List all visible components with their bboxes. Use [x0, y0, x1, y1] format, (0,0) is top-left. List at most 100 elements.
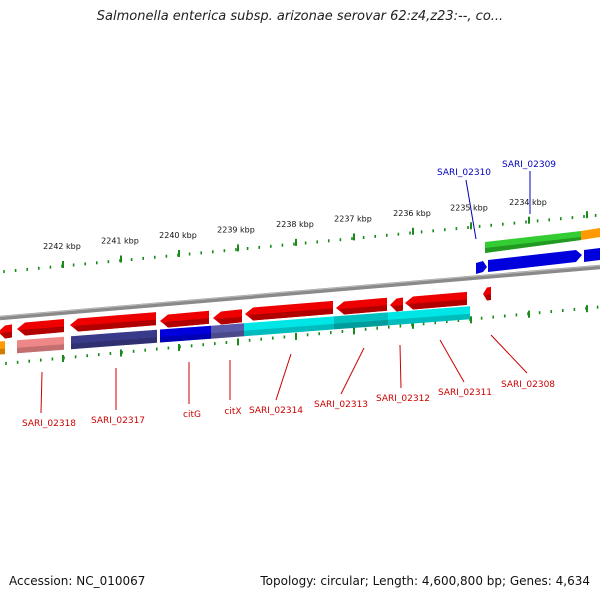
scale-label: 2242 kbp: [43, 242, 81, 251]
accession-label: Accession: NC_010067: [9, 574, 146, 588]
gene-arrow: [581, 228, 600, 240]
label-leader-lines: [40, 171, 531, 414]
gene-arrow-shade: [485, 237, 581, 253]
gene-label: SARI_02311: [438, 388, 492, 398]
major-tick: [178, 344, 180, 351]
minor-tick: [364, 327, 367, 331]
minor-tick: [455, 227, 458, 231]
minor-tick: [142, 256, 144, 260]
major-tick: [295, 238, 297, 246]
minor-tick: [376, 326, 378, 330]
major-tick: [528, 216, 530, 224]
gene-arrow-shade: [248, 308, 333, 321]
major-tick: [470, 316, 472, 324]
gene-arrow-shade: [20, 326, 64, 336]
minor-tick: [49, 265, 52, 269]
minor-tick: [225, 341, 228, 344]
minor-tick: [248, 338, 251, 342]
minor-tick: [515, 313, 518, 317]
minor-tick: [409, 231, 411, 235]
minor-tick: [573, 307, 576, 311]
leader-line: [490, 334, 528, 374]
feature-block: [244, 316, 334, 337]
minor-tick: [306, 333, 309, 337]
reverse-strand-genes: [0, 286, 491, 339]
minor-tick: [386, 233, 388, 237]
gene-arrow-shade: [408, 299, 467, 310]
feature-block-shade: [0, 348, 5, 355]
minor-tick: [548, 218, 550, 222]
minor-tick: [444, 228, 446, 232]
major-tick: [62, 261, 64, 268]
gene-arrow: [476, 261, 487, 274]
minor-tick: [434, 321, 436, 325]
gene-label: SARI_02318: [22, 419, 76, 429]
minor-tick: [154, 255, 156, 259]
minor-tick: [202, 343, 204, 347]
scale-label: 2237 kbp: [334, 215, 372, 224]
minor-tick: [38, 266, 40, 270]
major-tick: [178, 250, 180, 257]
minor-tick: [200, 251, 202, 255]
gene-arrow: [488, 250, 582, 272]
minor-tick: [594, 213, 597, 217]
minor-tick: [74, 355, 77, 359]
major-tick: [62, 355, 64, 362]
minor-tick: [480, 316, 483, 320]
outer-scale-ticks: [3, 211, 597, 274]
scale-label: 2239 kbp: [217, 226, 255, 235]
major-tick: [120, 255, 122, 263]
major-tick: [412, 321, 414, 329]
gene-label: SARI_02309: [502, 160, 556, 170]
minor-tick: [130, 258, 133, 261]
major-tick: [237, 244, 239, 252]
minor-tick: [562, 309, 564, 312]
major-tick: [412, 227, 414, 235]
major-tick: [353, 327, 355, 335]
minor-tick: [283, 335, 286, 339]
minor-tick: [490, 223, 492, 227]
minor-tick: [374, 234, 376, 238]
backbone-highlight: [0, 265, 600, 317]
minor-tick: [190, 344, 193, 348]
feature-block-shade: [211, 330, 244, 339]
scale-label: 2240 kbp: [159, 231, 197, 240]
minor-tick: [502, 222, 504, 226]
minor-tick: [5, 361, 7, 365]
gene-arrow-shade: [339, 305, 387, 315]
map-title: Salmonella enterica subsp. arizonae sero…: [96, 9, 504, 24]
minor-tick: [293, 242, 295, 246]
scale-label: 2241 kbp: [101, 237, 139, 246]
minor-tick: [51, 357, 54, 361]
minor-tick: [212, 250, 214, 254]
leader-line: [275, 353, 292, 401]
minor-tick: [457, 319, 460, 322]
minor-tick: [596, 305, 599, 309]
scale-label: 2238 kbp: [276, 220, 314, 229]
leader-line: [40, 371, 43, 414]
minor-tick: [550, 310, 552, 314]
major-tick: [353, 233, 355, 241]
inner-scale-ticks: [5, 305, 599, 365]
minor-tick: [492, 315, 494, 319]
genome-backbone: [0, 264, 600, 321]
minor-tick: [214, 342, 216, 346]
minor-tick: [132, 349, 135, 353]
scale-label: 2234 kbp: [509, 198, 547, 207]
minor-tick: [513, 221, 516, 225]
minor-tick: [316, 240, 318, 244]
gene-label: SARI_02314: [249, 406, 303, 416]
leader-line: [465, 179, 477, 240]
minor-tick: [109, 352, 112, 355]
feature-block-shade: [160, 333, 211, 343]
major-tick: [295, 332, 297, 340]
minor-tick: [560, 217, 562, 221]
minor-tick: [28, 359, 30, 363]
minor-tick: [272, 336, 274, 340]
scale-label: 2236 kbp: [393, 209, 431, 218]
major-tick: [120, 349, 122, 357]
scale-label: 2235 kbp: [450, 203, 488, 212]
gene-arrow-shade: [392, 305, 403, 312]
minor-tick: [258, 245, 260, 249]
leader-line: [399, 344, 402, 389]
